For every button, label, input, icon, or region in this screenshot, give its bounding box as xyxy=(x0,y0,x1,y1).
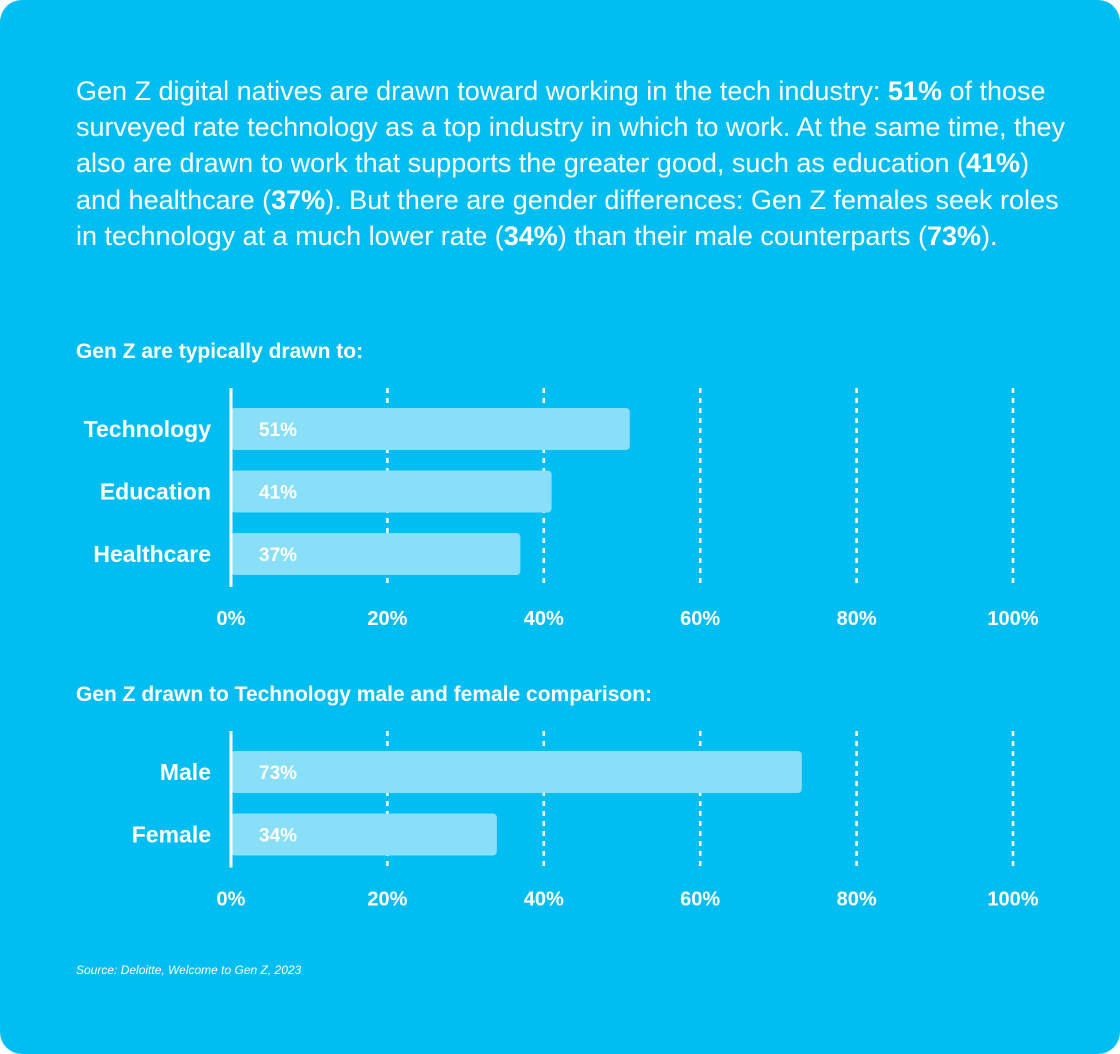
bar-female xyxy=(231,813,497,856)
x-tick-label: 100% xyxy=(987,889,1038,911)
bar-technology xyxy=(231,408,630,450)
intro-highlight: 51% xyxy=(887,76,942,106)
x-tick-label: 80% xyxy=(837,889,877,911)
category-label: Male xyxy=(160,759,211,785)
intro-text: ). But there are gender differences: Gen… xyxy=(76,184,1059,251)
category-label: Healthcare xyxy=(93,541,211,567)
bar-value-label: 73% xyxy=(259,763,297,784)
x-tick-label: 60% xyxy=(680,608,720,630)
intro-highlight: 37% xyxy=(271,184,326,215)
intro-text: ) and healthcare ( xyxy=(76,148,1030,215)
x-tick-label: 80% xyxy=(837,608,877,630)
x-tick-label: 40% xyxy=(524,889,564,911)
intro-paragraph: Gen Z digital natives are drawn toward w… xyxy=(76,73,1066,254)
intro-highlight: 41% xyxy=(966,148,1021,179)
chart-2: 73% Male 34% Female 0% 20% 40% 60% 80% 100% xyxy=(132,731,1039,911)
intro-highlight: 34% xyxy=(503,220,558,251)
category-label: Female xyxy=(132,822,211,848)
chart-1-title: Gen Z are typically drawn to: xyxy=(76,340,364,363)
x-tick-label: 0% xyxy=(217,608,246,630)
x-tick-label: 60% xyxy=(680,889,720,911)
bar-value-label: 37% xyxy=(259,545,297,566)
bar-healthcare xyxy=(231,533,521,575)
x-tick-label: 100% xyxy=(987,608,1038,630)
bar-value-label: 51% xyxy=(259,420,297,441)
bar-value-label: 34% xyxy=(259,826,297,847)
x-tick-label: 0% xyxy=(217,889,246,911)
source-note: Source: Deloitte, Welcome to Gen Z, 2023 xyxy=(76,963,302,977)
intro-text: ). xyxy=(980,220,998,251)
x-tick-label: 20% xyxy=(367,608,407,630)
chart-1: 51% Technology 41% Education 37% Healthcare 0%… xyxy=(84,388,1039,630)
category-label: Education xyxy=(100,479,211,505)
intro-text: Gen Z digital natives are drawn toward w… xyxy=(76,76,888,106)
x-tick-label: 20% xyxy=(367,889,407,911)
x-tick-label: 40% xyxy=(524,608,564,630)
chart-2-title: Gen Z drawn to Technology male and femal… xyxy=(76,683,653,706)
bar-education xyxy=(231,470,552,513)
category-label: Technology xyxy=(84,416,212,442)
bar-male xyxy=(231,751,802,793)
bar-value-label: 41% xyxy=(259,483,297,504)
intro-text: ) than their male counterparts ( xyxy=(557,220,927,251)
intro-text: of those surveyed rate technology as a t… xyxy=(76,76,1065,179)
intro-highlight: 73% xyxy=(926,220,981,251)
